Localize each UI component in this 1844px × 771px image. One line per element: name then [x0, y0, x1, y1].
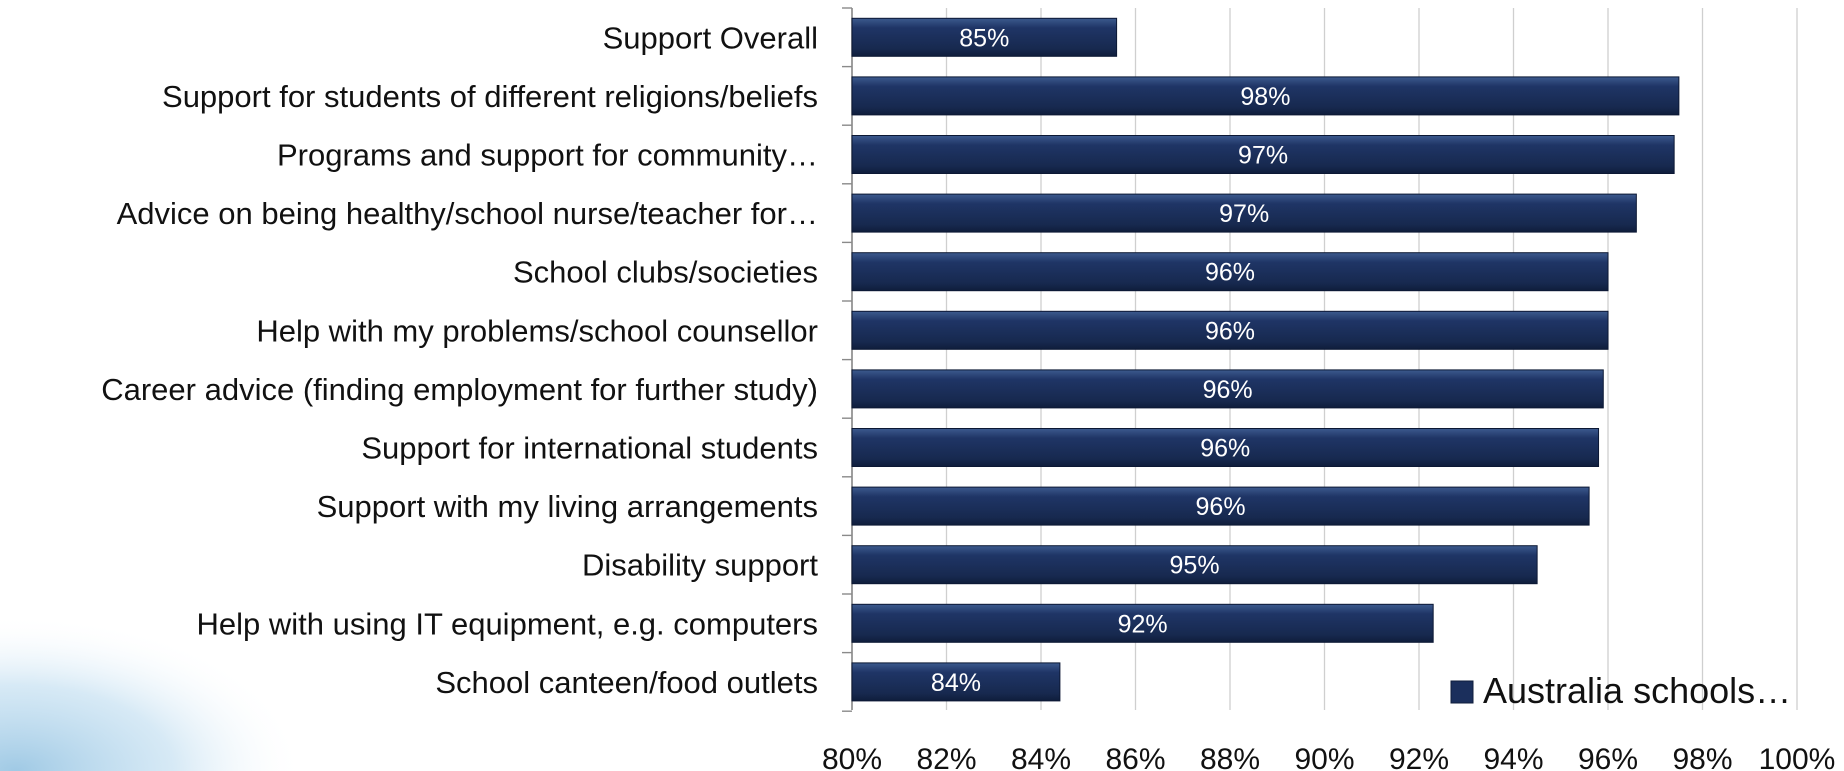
category-axis [842, 7, 853, 712]
category-label: Support for students of different religi… [162, 79, 818, 114]
x-tick-label: 98% [1672, 743, 1732, 771]
bar [851, 76, 1680, 116]
bar [851, 135, 1675, 174]
data-label: 84% [931, 669, 981, 697]
bar [851, 193, 1637, 233]
bar [851, 369, 1604, 409]
category-labels: Support Overall Support for students of d… [101, 20, 818, 700]
x-tick-label: 92% [1389, 743, 1449, 771]
bars: 85% 98% 97% 97% 96% 96% 96% 96% 96% 95% 92% 84% [851, 17, 1680, 702]
x-tick-label: 100% [1759, 743, 1836, 771]
data-label: 85% [959, 24, 1009, 52]
category-label: Advice on being healthy/school nurse/tea… [117, 196, 818, 231]
data-label: 92% [1118, 610, 1168, 638]
data-label: 96% [1200, 435, 1250, 463]
data-label: 96% [1205, 259, 1255, 287]
data-label: 96% [1203, 376, 1253, 404]
category-label: Career advice (finding employment for fu… [101, 372, 818, 407]
data-label: 98% [1240, 83, 1290, 111]
data-label: 97% [1238, 142, 1288, 170]
category-label: Support for international students [361, 431, 818, 466]
x-tick-label: 94% [1483, 743, 1543, 771]
bar [851, 310, 1609, 350]
legend-swatch [1450, 680, 1474, 704]
legend-label: Australia schools… [1483, 670, 1791, 711]
bar [851, 486, 1590, 526]
bar [851, 662, 1061, 702]
data-label: 95% [1170, 552, 1220, 580]
bar [851, 428, 1600, 467]
category-label: Support with my living arrangements [317, 489, 818, 524]
x-tick-label: 82% [916, 743, 976, 771]
x-tick-label: 96% [1578, 743, 1638, 771]
data-label: 96% [1196, 493, 1246, 521]
data-label: 97% [1219, 200, 1269, 228]
x-tick-label: 90% [1294, 743, 1354, 771]
x-tick-label: 88% [1200, 743, 1260, 771]
bar [851, 252, 1609, 292]
x-tick-label: 80% [822, 743, 882, 771]
category-label: Support Overall [603, 20, 818, 55]
category-label: Help with my problems/school counsellor [256, 313, 818, 348]
x-axis-tick-labels: 80% 82% 84% 86% 88% 90% 92% 94% 96% 98% 100% [822, 743, 1835, 771]
category-label: School canteen/food outlets [435, 665, 818, 700]
category-label: Disability support [582, 548, 818, 583]
data-label: 96% [1205, 317, 1255, 345]
x-tick-label: 86% [1105, 743, 1165, 771]
bar [851, 17, 1118, 57]
bar [851, 545, 1538, 585]
category-label: School clubs/societies [513, 255, 818, 290]
category-label: Programs and support for community… [277, 138, 818, 173]
x-tick-label: 84% [1011, 743, 1071, 771]
category-label: Help with using IT equipment, e.g. compu… [197, 606, 818, 641]
legend: Australia schools… [1450, 670, 1791, 711]
bar [851, 603, 1434, 643]
